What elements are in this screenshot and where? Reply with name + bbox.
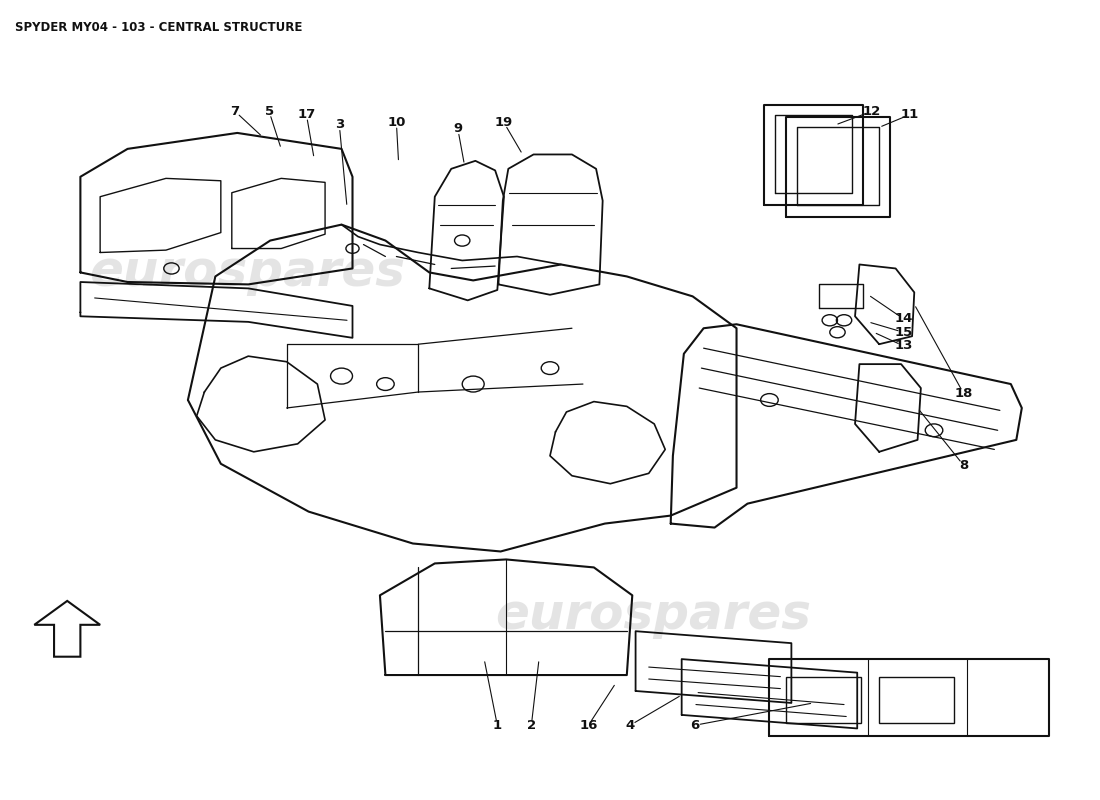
Text: eurospares: eurospares — [89, 249, 405, 297]
Text: 15: 15 — [894, 326, 912, 338]
Bar — [879, 677, 954, 723]
Text: 5: 5 — [264, 105, 274, 118]
Text: 10: 10 — [387, 116, 406, 129]
Text: 3: 3 — [334, 118, 344, 131]
Text: 11: 11 — [901, 108, 918, 121]
Text: 16: 16 — [580, 718, 597, 732]
Text: 4: 4 — [626, 718, 635, 732]
Text: 6: 6 — [690, 718, 700, 732]
Text: 7: 7 — [231, 105, 240, 118]
Text: 8: 8 — [959, 459, 968, 472]
Text: 18: 18 — [955, 387, 972, 400]
Text: eurospares: eurospares — [495, 591, 811, 639]
Text: 17: 17 — [297, 108, 316, 121]
Polygon shape — [34, 601, 100, 657]
Text: 1: 1 — [493, 718, 502, 732]
Bar — [785, 677, 860, 723]
Text: SPYDER MY04 - 103 - CENTRAL STRUCTURE: SPYDER MY04 - 103 - CENTRAL STRUCTURE — [14, 22, 301, 34]
Text: 2: 2 — [527, 718, 536, 732]
Text: 9: 9 — [453, 122, 462, 135]
Text: 13: 13 — [894, 339, 913, 352]
Text: 19: 19 — [495, 116, 513, 129]
Text: 14: 14 — [894, 312, 913, 325]
Text: 12: 12 — [862, 105, 881, 118]
